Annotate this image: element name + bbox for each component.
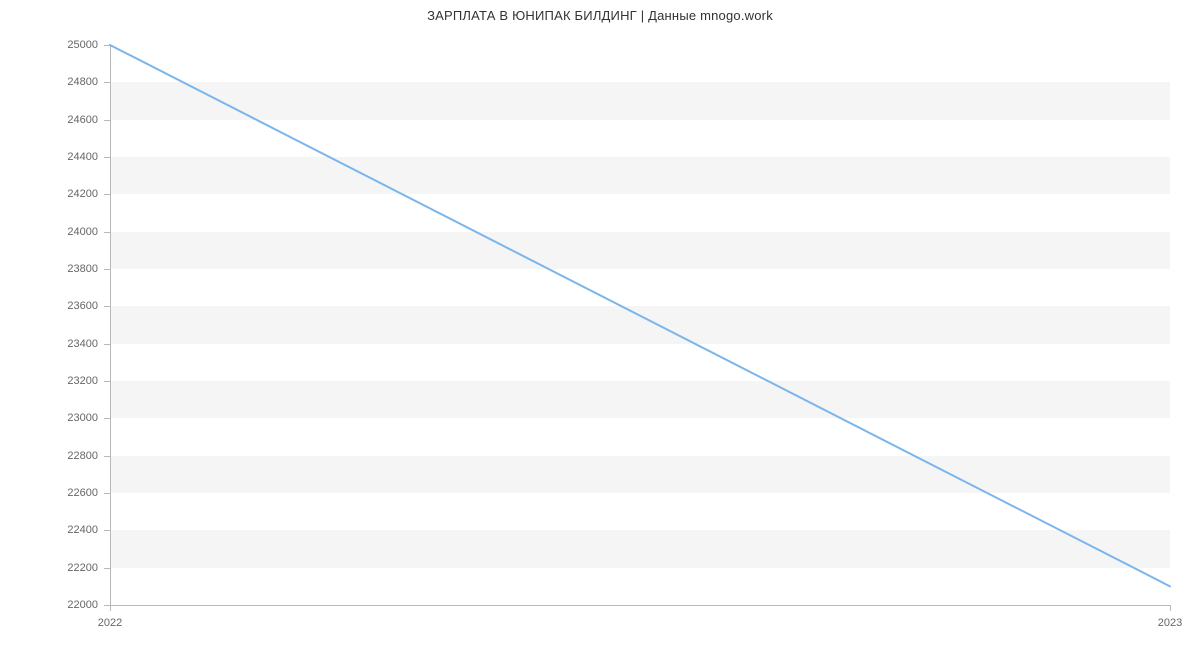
y-tick-label: 24000 — [38, 226, 98, 238]
series-layer — [110, 45, 1170, 605]
y-tick-label: 25000 — [38, 39, 98, 51]
salary-line-chart: ЗАРПЛАТА В ЮНИПАК БИЛДИНГ | Данные mnogo… — [0, 0, 1200, 650]
x-tick-label: 2023 — [1158, 617, 1182, 629]
x-axis — [110, 605, 1170, 606]
y-tick-label: 22800 — [38, 450, 98, 462]
y-tick-label: 22600 — [38, 487, 98, 499]
y-tick-label: 23000 — [38, 412, 98, 424]
x-tick — [1170, 605, 1171, 611]
y-tick-label: 23200 — [38, 375, 98, 387]
y-tick-label: 23400 — [38, 338, 98, 350]
series-salary — [110, 45, 1170, 586]
y-tick-label: 23800 — [38, 263, 98, 275]
y-tick-label: 24200 — [38, 188, 98, 200]
x-tick-label: 2022 — [98, 617, 122, 629]
plot-area: 2200022200224002260022800230002320023400… — [110, 45, 1170, 605]
y-tick-label: 22000 — [38, 599, 98, 611]
y-tick-label: 24600 — [38, 114, 98, 126]
y-tick-label: 22200 — [38, 562, 98, 574]
y-tick-label: 23600 — [38, 300, 98, 312]
chart-title: ЗАРПЛАТА В ЮНИПАК БИЛДИНГ | Данные mnogo… — [0, 8, 1200, 23]
y-tick-label: 24400 — [38, 151, 98, 163]
y-tick-label: 22400 — [38, 524, 98, 536]
x-tick — [110, 605, 111, 611]
y-tick-label: 24800 — [38, 76, 98, 88]
